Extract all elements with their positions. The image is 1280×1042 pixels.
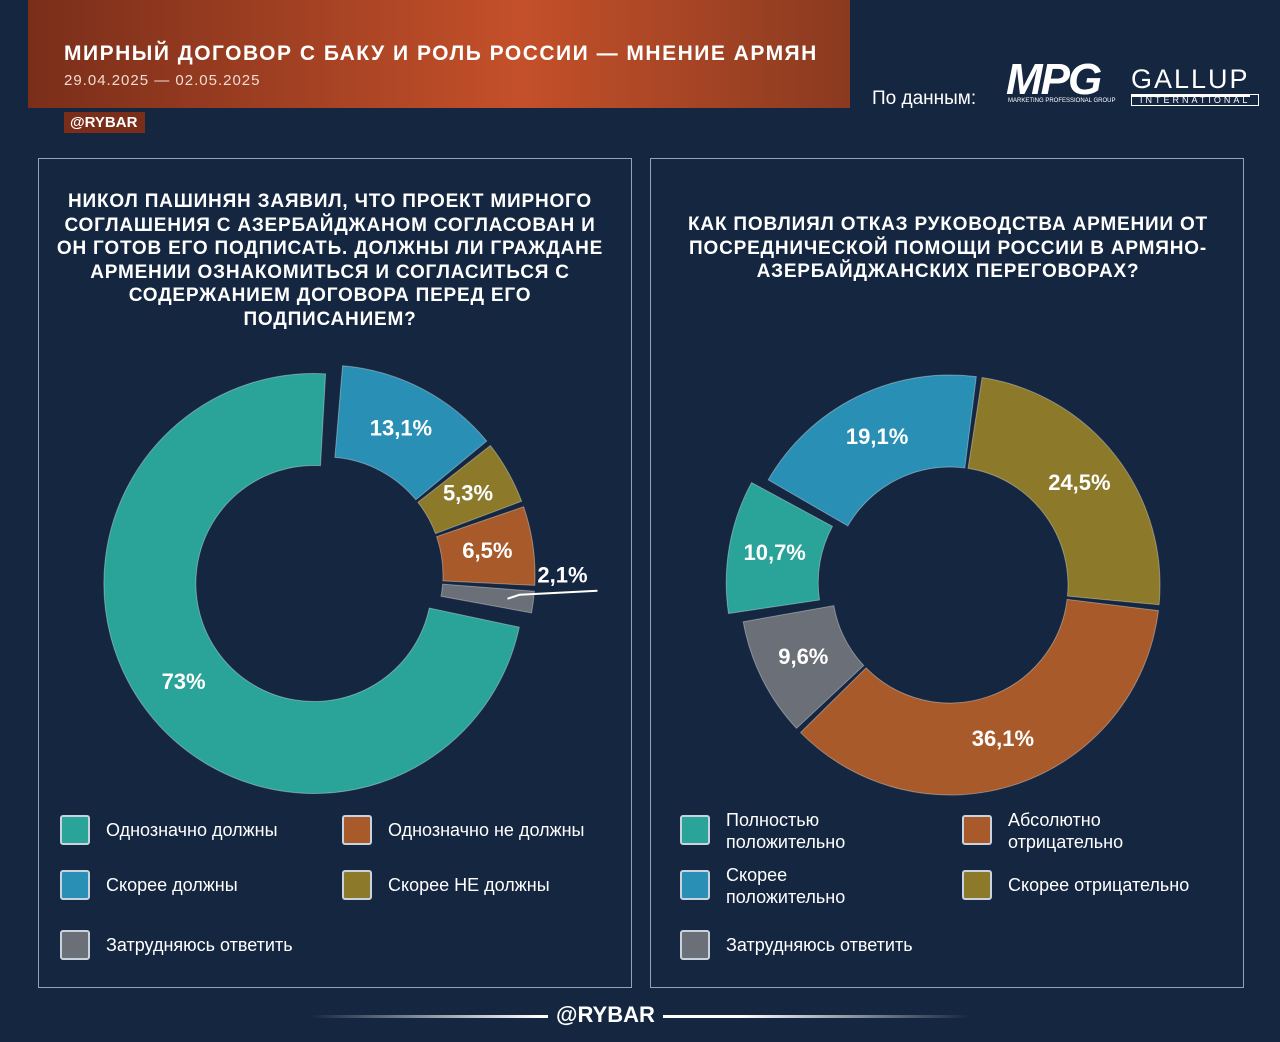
question: КАК ПОВЛИЯЛ ОТКАЗ РУКОВОДСТВА АРМЕНИИ ОТ…	[688, 214, 1208, 282]
legend-label: Скорее должны	[106, 875, 238, 895]
legend-label: Однозначно не должны	[388, 820, 585, 840]
legend-swatch	[962, 815, 992, 845]
mpg-sub: MARKETING PROFESSIONAL GROUP	[1008, 98, 1116, 104]
value-label: 9,6%	[778, 644, 828, 669]
panel	[650, 158, 1244, 988]
value-label: 6,5%	[462, 538, 512, 563]
legend-swatch	[60, 930, 90, 960]
slice	[334, 365, 488, 501]
legend-swatch	[680, 815, 710, 845]
value-label: 24,5%	[1048, 470, 1110, 495]
slice	[742, 605, 865, 730]
legend-swatch	[60, 870, 90, 900]
legend-swatch	[342, 870, 372, 900]
value-label: 10,7%	[743, 540, 805, 565]
value-label: 19,1%	[846, 424, 908, 449]
header-band	[28, 0, 850, 108]
gallup-logo: GALLUP	[1131, 64, 1250, 97]
slice	[967, 376, 1161, 606]
dates: 29.04.2025 — 02.05.2025	[64, 72, 261, 89]
slice	[417, 444, 523, 535]
legend-label: Скорее НЕ должны	[388, 875, 550, 895]
panel	[38, 158, 632, 988]
footer-channel: @RYBAR	[548, 1002, 663, 1028]
slice	[103, 373, 520, 794]
legend-swatch	[60, 815, 90, 845]
legend-swatch	[680, 870, 710, 900]
value-label: 36,1%	[972, 726, 1034, 751]
source-label: По данным:	[872, 88, 977, 109]
legend-label: Абсолютно отрицательно	[1008, 810, 1124, 852]
value-label: 5,3%	[443, 481, 493, 506]
legend-label: Однозначно должны	[106, 820, 278, 840]
legend-label: Скорее отрицательно	[1008, 875, 1190, 895]
title: МИРНЫЙ ДОГОВОР С БАКУ И РОЛЬ РОССИИ — МН…	[64, 42, 818, 65]
question: НИКОЛ ПАШИНЯН ЗАЯВИЛ, ЧТО ПРОЕКТ МИРНОГО…	[56, 191, 604, 330]
value-label: 2,1%	[537, 563, 587, 588]
legend-swatch	[962, 870, 992, 900]
channel: @RYBAR	[64, 112, 146, 133]
leader-line	[507, 589, 598, 600]
slice	[435, 506, 536, 586]
slice	[725, 481, 834, 615]
legend-swatch	[680, 930, 710, 960]
value-label: 13,1%	[370, 415, 432, 440]
slice	[767, 374, 977, 527]
legend-swatch	[342, 815, 372, 845]
legend-label: Затрудняюсь ответить	[726, 935, 913, 955]
gallup-sub: INTERNATIONAL	[1131, 94, 1260, 106]
legend-label: Затрудняюсь ответить	[106, 935, 293, 955]
legend-label: Скорее положительно	[726, 865, 846, 907]
slice	[440, 583, 535, 614]
mpg-logo: MPG	[1006, 55, 1102, 104]
legend-label: Полностью положительно	[726, 810, 846, 852]
slice	[799, 598, 1159, 796]
value-label: 73%	[162, 669, 206, 694]
